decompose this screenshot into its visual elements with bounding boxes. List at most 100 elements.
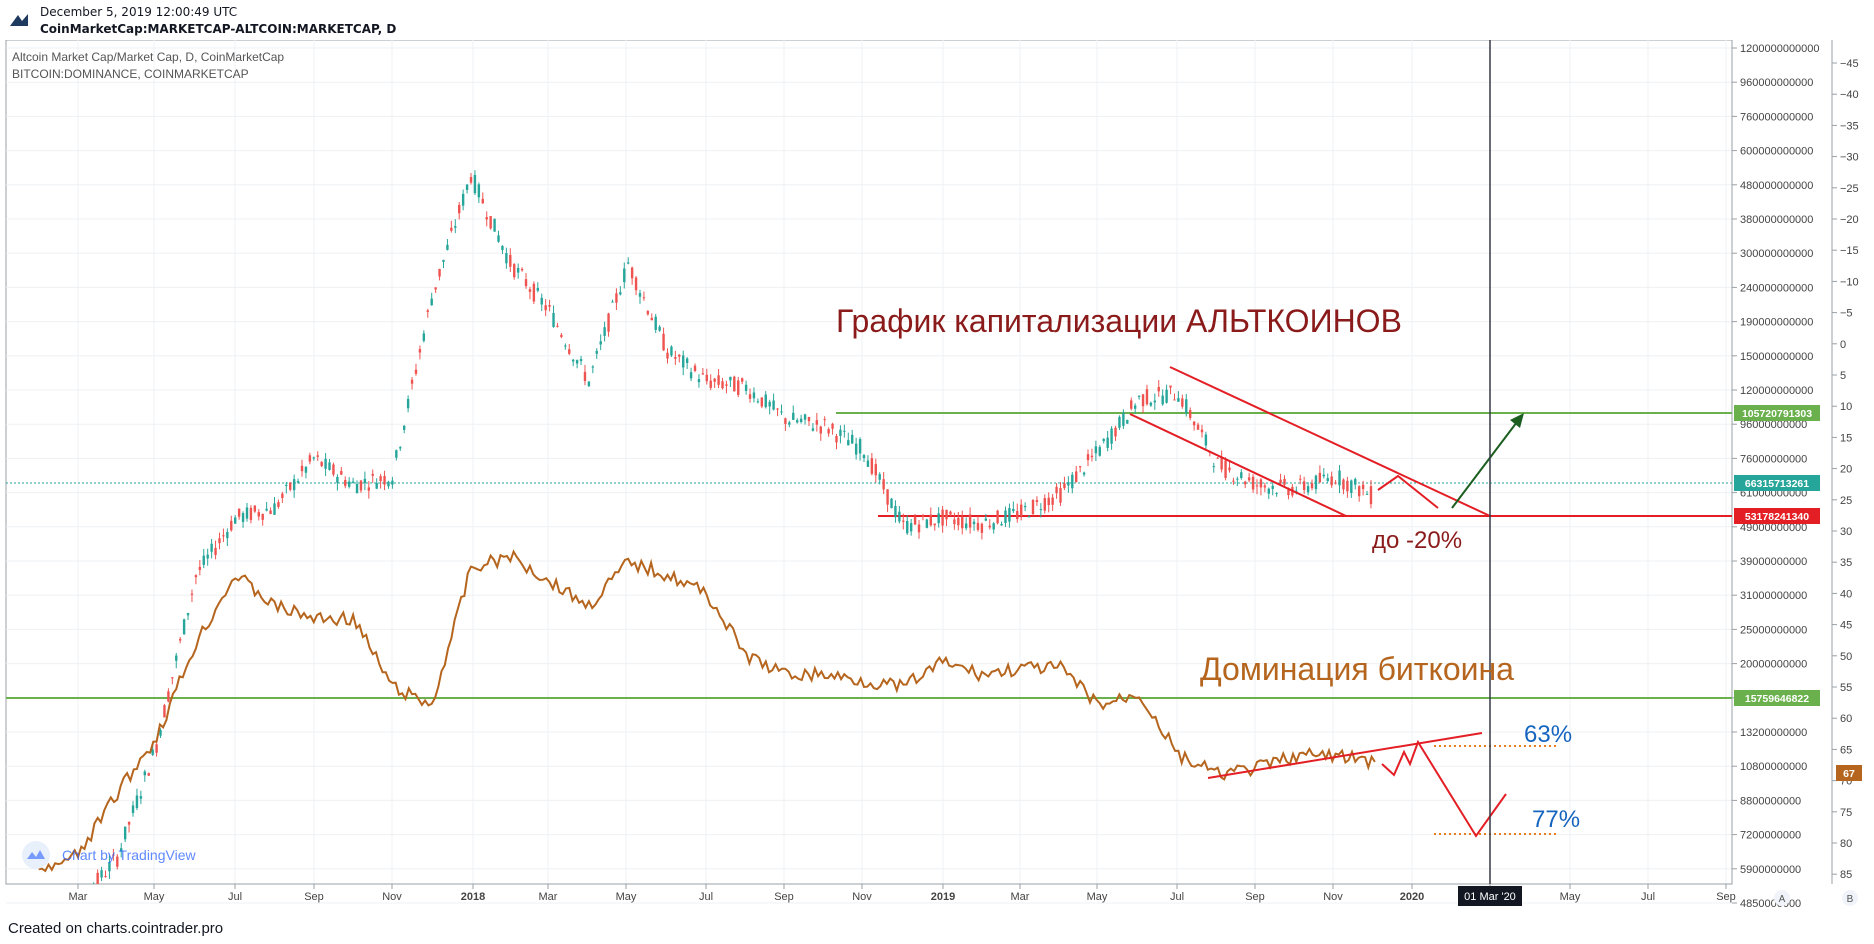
candle-body [913,516,917,525]
candle-body [316,455,319,457]
candle-body [898,511,901,522]
price-tick-label: 5900000000 [1740,864,1801,876]
candle-body [1098,447,1101,456]
candle-body [882,479,885,490]
price-axis[interactable]: 1200000000000 960000000000 760000000000 600… [1732,43,1820,910]
candle-body [53,900,55,910]
price-tick-label: 300000000000 [1740,248,1813,260]
candle-body [811,428,815,431]
candle-body [214,547,217,555]
candle-body [104,876,107,878]
dominance-tick-label: 55 [1840,682,1852,694]
candle-body [1020,504,1023,516]
candle-body [1263,485,1267,488]
candle-body [599,341,602,345]
candle-body [1012,508,1015,512]
candle-body [426,310,429,312]
candle-body [163,705,166,718]
candle-body [528,289,532,292]
dominance-tick-label: 45 [1840,620,1852,632]
candle-body [670,346,673,356]
alt-target-arrow[interactable] [1451,417,1521,509]
candle-body [972,521,976,525]
candle-body [167,691,170,702]
candle-body [689,372,693,379]
candle-body [725,384,728,386]
candle-body [803,414,807,420]
candle-body [866,460,870,467]
candle-body [285,484,288,486]
time-tick-label: Sep [304,891,324,903]
price-tick-label: 480000000000 [1740,180,1813,192]
candle-body [194,575,198,578]
candle-body [623,268,626,283]
candle-body [465,184,469,190]
candle-body [556,325,559,327]
time-tick-label: May [1087,891,1108,903]
chart-canvas[interactable]: Altcoin Market Cap/Market Cap, D, CoinMa… [0,40,1874,915]
scale-button[interactable] [1842,890,1858,906]
candle-body [1016,511,1019,520]
time-tick-label: Mar [69,891,88,903]
candle-body [819,426,822,434]
dominance-rising-trendline[interactable] [1207,732,1483,779]
price-tick-label: 13200000000 [1740,727,1807,739]
candle-body [399,447,402,449]
candle-body [147,773,150,776]
candle-body [1346,480,1349,492]
candle-body [964,523,968,529]
candle-body [953,519,956,525]
candle-body [835,435,838,443]
candle-body [1342,479,1345,490]
candle-body [1287,489,1290,496]
wedge-lower-trendline[interactable] [1129,413,1347,517]
candle-body [120,848,123,852]
time-tick-label: 2019 [931,891,955,903]
candle-body [587,381,591,387]
dominance-line[interactable] [38,549,1376,873]
candle-body [768,401,771,407]
candle-body [658,326,661,331]
time-axis[interactable]: Mar May Jul Sep Nov 2018 Mar May Jul Sep Nov 2019 Ma… [69,884,1736,906]
candle-body [925,519,929,528]
candle-body [186,613,190,616]
tradingview-watermark[interactable]: Chart by TradingView [22,841,196,869]
candle-body [980,523,984,533]
dominance-tick-label: −20 [1840,214,1859,226]
candle-body [277,502,280,507]
price-label-tag [1734,508,1820,524]
candle-body [363,478,367,484]
altcoin-candles[interactable] [38,170,1373,915]
scale-button[interactable] [1774,890,1790,906]
candle-body [281,493,284,499]
price-tick-label: 20000000000 [1740,659,1807,671]
candle-body [206,554,209,559]
candle-body [1126,419,1129,424]
candle-body [1369,486,1373,505]
wedge-upper-trendline[interactable] [1169,366,1491,517]
candle-body [505,253,508,264]
candle-body [902,520,905,522]
candle-body [1000,523,1003,526]
dominance-axis[interactable]: −45 −40 −35 −30 −25 −20 −15 −10 −5 0 5 10 15 20 25 30 35… [1832,58,1859,881]
price-tick-label: 31000000000 [1740,590,1807,602]
candle-body [226,532,229,539]
candle-body [607,313,610,332]
candle-body [583,371,587,382]
candle-body [1027,516,1031,518]
candle-body [976,522,980,530]
candle-body [1008,508,1011,522]
price-label-text: 15759646822 [1745,693,1809,705]
time-tick-label: 01 Mar '20 [1464,891,1516,903]
candle-body [568,349,571,354]
candle-body [249,507,253,520]
candle-body [1318,472,1322,483]
annotation-btc-title: Доминация биткоина [1200,651,1514,687]
candle-body [1322,474,1326,477]
candle-body [1330,476,1333,486]
time-tick-label: Mar [539,891,558,903]
candle-body [1251,476,1255,490]
alt-forecast-path [1377,474,1439,509]
price-tick-label: 190000000000 [1740,317,1813,329]
